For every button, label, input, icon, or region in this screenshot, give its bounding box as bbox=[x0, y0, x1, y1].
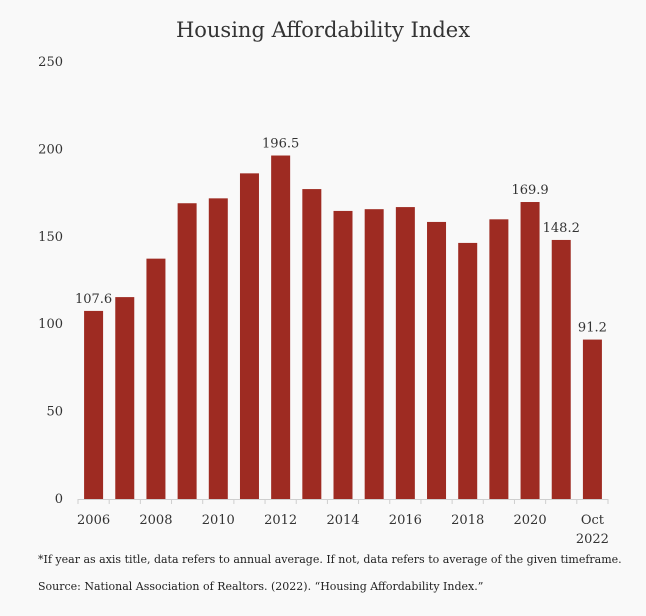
bar bbox=[115, 297, 135, 499]
y-tick-label: 50 bbox=[46, 405, 63, 420]
bar bbox=[302, 189, 322, 500]
bar bbox=[551, 239, 571, 499]
x-tick-label: 2014 bbox=[326, 513, 359, 528]
bar bbox=[208, 198, 228, 499]
y-tick-label: 200 bbox=[38, 142, 63, 157]
x-tick-label: 2012 bbox=[264, 513, 297, 528]
bar bbox=[84, 310, 104, 499]
bar bbox=[395, 207, 415, 500]
bar bbox=[520, 202, 540, 499]
bar bbox=[146, 258, 166, 499]
x-tick-label: 2010 bbox=[202, 513, 235, 528]
data-label: 107.6 bbox=[75, 292, 112, 307]
y-tick-label: 250 bbox=[38, 55, 63, 70]
data-label: 148.2 bbox=[543, 221, 580, 236]
x-tick-label: 2016 bbox=[389, 513, 422, 528]
data-label: 91.2 bbox=[578, 321, 607, 336]
bar bbox=[458, 242, 478, 499]
x-tick-label: 2008 bbox=[139, 513, 172, 528]
x-tick-label: 2020 bbox=[514, 513, 547, 528]
x-tick-label: Oct bbox=[581, 513, 605, 528]
x-tick-label: 2018 bbox=[451, 513, 484, 528]
bar bbox=[582, 339, 602, 499]
bar bbox=[177, 203, 197, 499]
bar bbox=[427, 221, 447, 499]
data-label: 169.9 bbox=[511, 183, 548, 198]
x-tick-label: 2022 bbox=[576, 532, 609, 547]
x-tick-label: 2006 bbox=[77, 513, 110, 528]
bar bbox=[271, 155, 291, 499]
bar bbox=[489, 219, 509, 499]
chart-title: Housing Affordability Index bbox=[175, 18, 471, 42]
y-tick-label: 100 bbox=[38, 317, 63, 332]
bar bbox=[333, 210, 353, 499]
data-label: 196.5 bbox=[262, 137, 299, 152]
footnote-source: Source: National Association of Realtors… bbox=[38, 580, 484, 593]
y-tick-label: 150 bbox=[38, 230, 63, 245]
footnote-note: *If year as axis title, data refers to a… bbox=[38, 553, 622, 566]
bar bbox=[364, 209, 384, 500]
bar bbox=[239, 173, 259, 499]
y-tick-label: 0 bbox=[55, 492, 63, 507]
